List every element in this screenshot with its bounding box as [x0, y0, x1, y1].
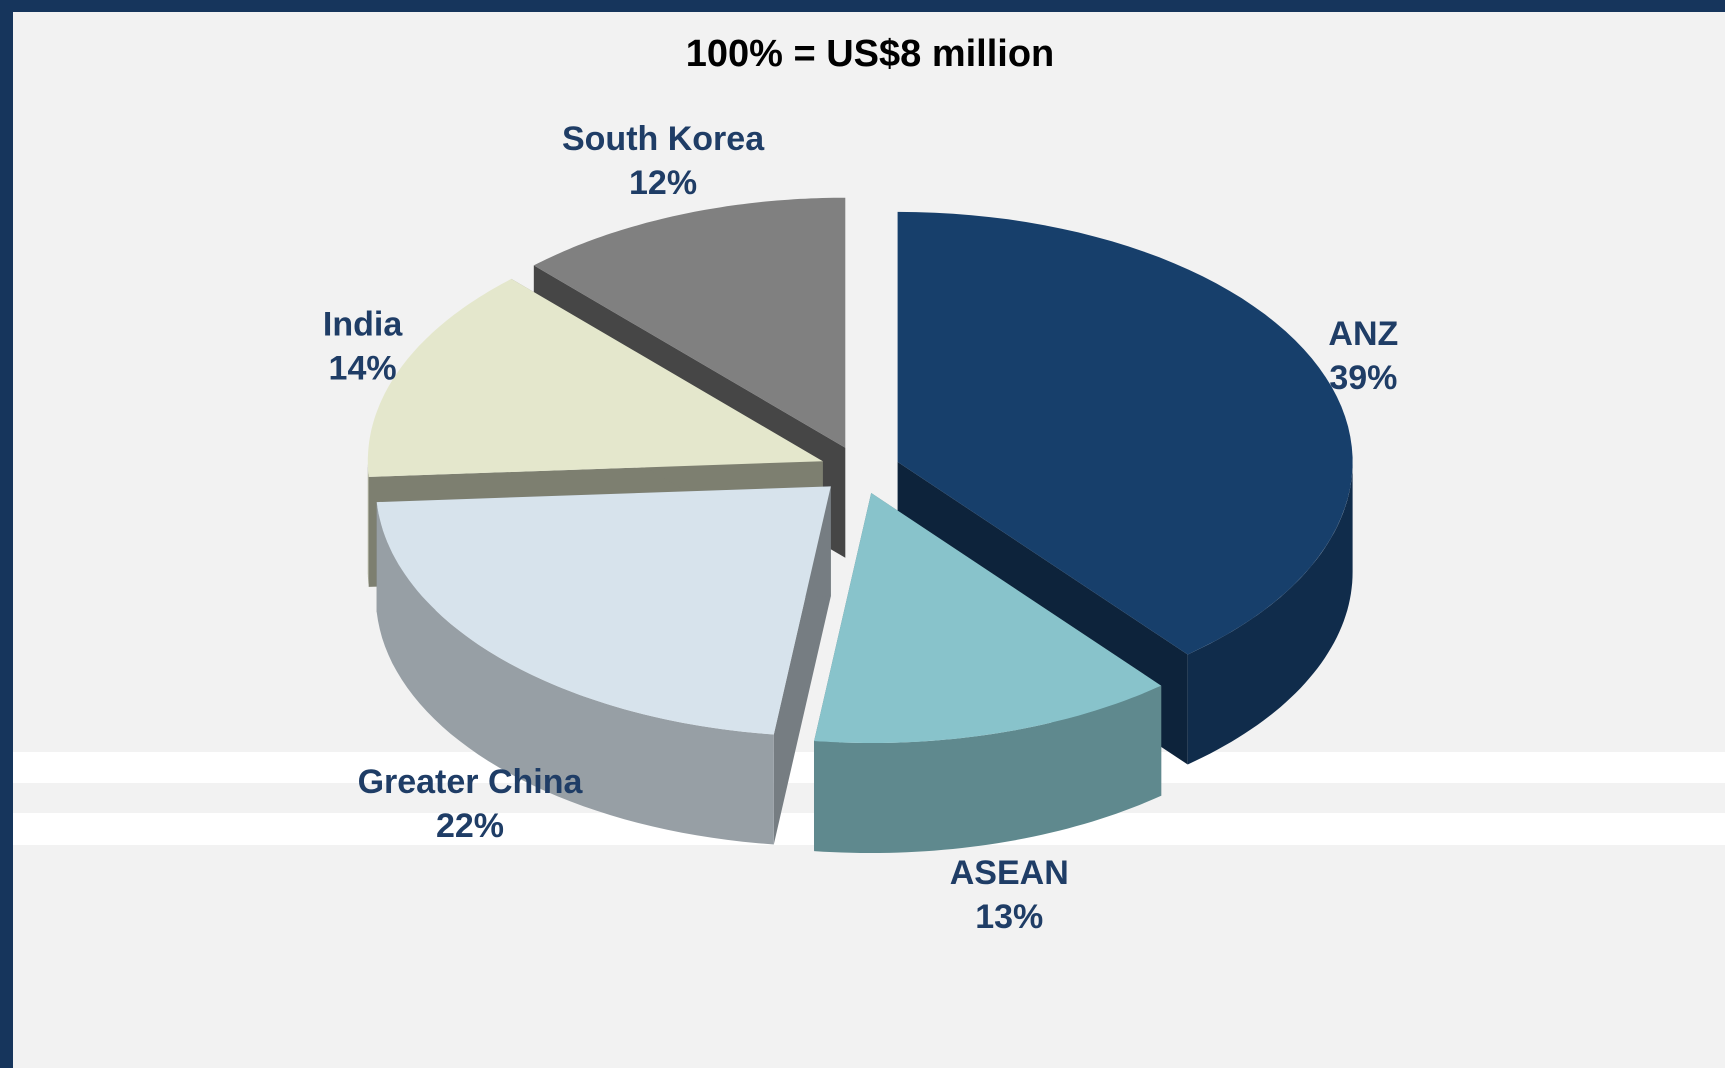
slice-label: ANZ — [1328, 315, 1398, 353]
value-label: 12% — [629, 164, 697, 202]
slice — [376, 486, 831, 735]
value-label: 22% — [436, 807, 504, 845]
slice-wall — [1187, 461, 1353, 765]
value-label: 14% — [329, 350, 397, 388]
slice-wall — [376, 502, 774, 845]
value-label: 39% — [1329, 359, 1397, 397]
chart-title: 100% = US$8 million — [686, 33, 1055, 75]
slice-label: ASEAN — [950, 854, 1069, 892]
value-label: 13% — [975, 898, 1043, 936]
left-border — [0, 0, 13, 1068]
slice-label: India — [323, 306, 403, 344]
slice — [814, 493, 1162, 743]
top-border — [0, 0, 1725, 12]
slice-label: Greater China — [358, 763, 584, 801]
slice — [533, 197, 846, 448]
slice-label: South Korea — [562, 120, 765, 158]
slice — [367, 278, 823, 477]
slice — [897, 211, 1353, 655]
slice-wall — [814, 685, 1162, 853]
slice-wall — [367, 461, 369, 587]
pie — [367, 197, 1353, 853]
